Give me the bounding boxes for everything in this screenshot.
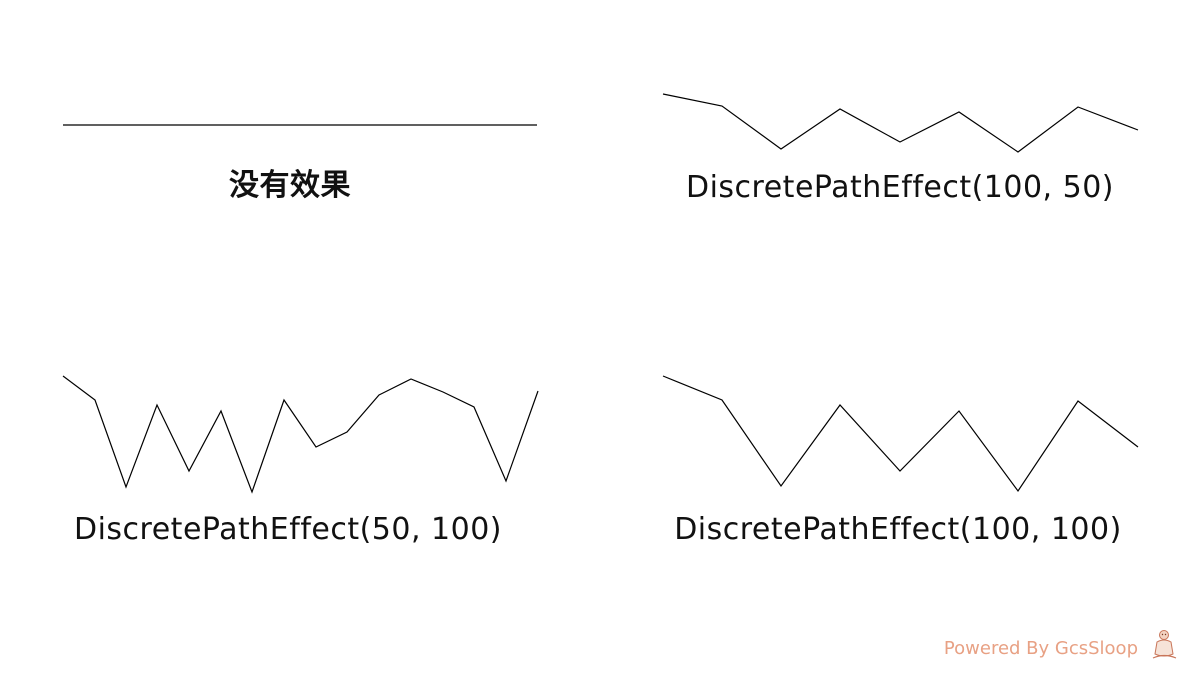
discrete-path-50-100: [62, 375, 539, 494]
label-discrete-100-50: DiscretePathEffect(100, 50): [685, 170, 1115, 205]
powered-by-credit: Powered By GcsSloop: [943, 638, 1138, 659]
label-discrete-100-100: DiscretePathEffect(100, 100): [674, 512, 1122, 547]
discrete-path-100-50: [662, 93, 1139, 153]
discrete-path-100-100: [662, 375, 1139, 493]
mascot-logo-icon: [1152, 630, 1177, 659]
label-discrete-50-100: DiscretePathEffect(50, 100): [73, 512, 503, 547]
label-no-effect: 没有效果: [229, 168, 351, 203]
